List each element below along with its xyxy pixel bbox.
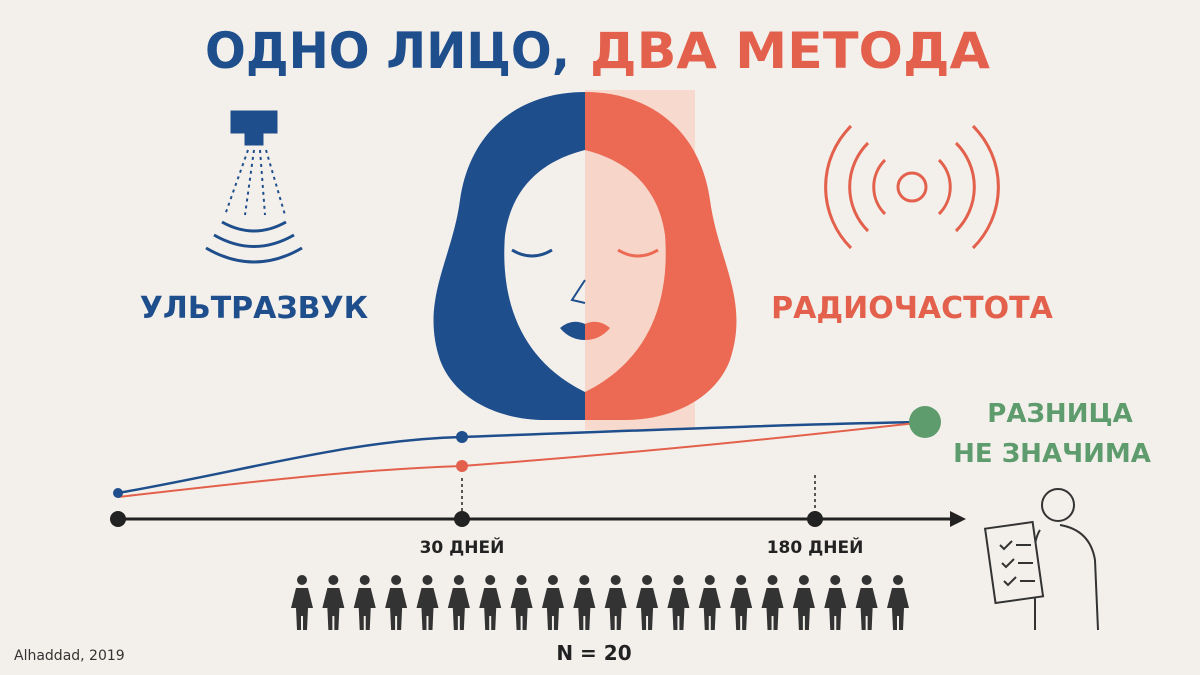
ultrasound-icon — [205, 110, 303, 264]
day30-dot — [454, 511, 470, 527]
day30-label: 30 ДНЕЙ — [420, 536, 505, 558]
source: Alhaddad, 2019 — [14, 648, 125, 664]
participant — [604, 575, 627, 630]
radio-line — [117, 421, 926, 498]
day0-dot — [110, 511, 126, 527]
day180-dot — [807, 511, 823, 527]
end-point — [909, 406, 941, 438]
participant — [792, 575, 815, 630]
ultrasound-line — [117, 420, 926, 495]
participants — [291, 575, 909, 630]
start-point — [113, 488, 123, 498]
nose — [570, 279, 586, 304]
face — [433, 90, 737, 430]
participant — [353, 575, 376, 630]
nozzle — [230, 110, 278, 134]
method-right: РАДИОЧАСТОТА — [771, 291, 1053, 326]
participant — [385, 575, 408, 630]
participant — [479, 575, 502, 630]
participant — [510, 575, 533, 630]
result-line2: НЕ ЗНАЧИМА — [953, 439, 1151, 469]
radio-point — [456, 460, 468, 472]
nozzle-tip — [244, 130, 264, 146]
participant — [636, 575, 659, 630]
participant — [887, 575, 909, 630]
head — [1041, 488, 1075, 522]
eye-right — [617, 248, 659, 258]
participant — [541, 575, 564, 630]
radio-center — [896, 171, 928, 203]
participant — [447, 575, 470, 630]
radio-icon — [824, 124, 1000, 250]
participant — [730, 575, 753, 630]
title-part1: ОДНО ЛИЦО, — [205, 22, 570, 80]
result-line1: РАЗНИЦА — [987, 399, 1132, 429]
sample-label: N = 20 — [556, 641, 631, 665]
participant — [667, 575, 690, 630]
participant — [416, 575, 439, 630]
axis-arrow — [950, 511, 966, 527]
waves — [205, 220, 303, 264]
lips-left — [560, 321, 585, 340]
ultrasound-point — [456, 431, 468, 443]
participant — [291, 575, 313, 630]
participant — [573, 575, 596, 630]
participant — [824, 575, 847, 630]
checklist — [999, 540, 1035, 587]
clipboard — [983, 520, 1045, 605]
title-part2: ДВА МЕТОДА — [590, 22, 990, 80]
radio-waves — [824, 124, 1000, 250]
day180-label: 180 ДНЕЙ — [767, 536, 864, 558]
participant — [761, 575, 784, 630]
method-left: УЛЬТРАЗВУК — [140, 291, 369, 326]
participant — [698, 575, 721, 630]
participant — [322, 575, 345, 630]
lips-right — [585, 321, 610, 340]
clinician-icon — [983, 488, 1099, 631]
participant — [855, 575, 878, 630]
eye-left — [511, 248, 553, 258]
